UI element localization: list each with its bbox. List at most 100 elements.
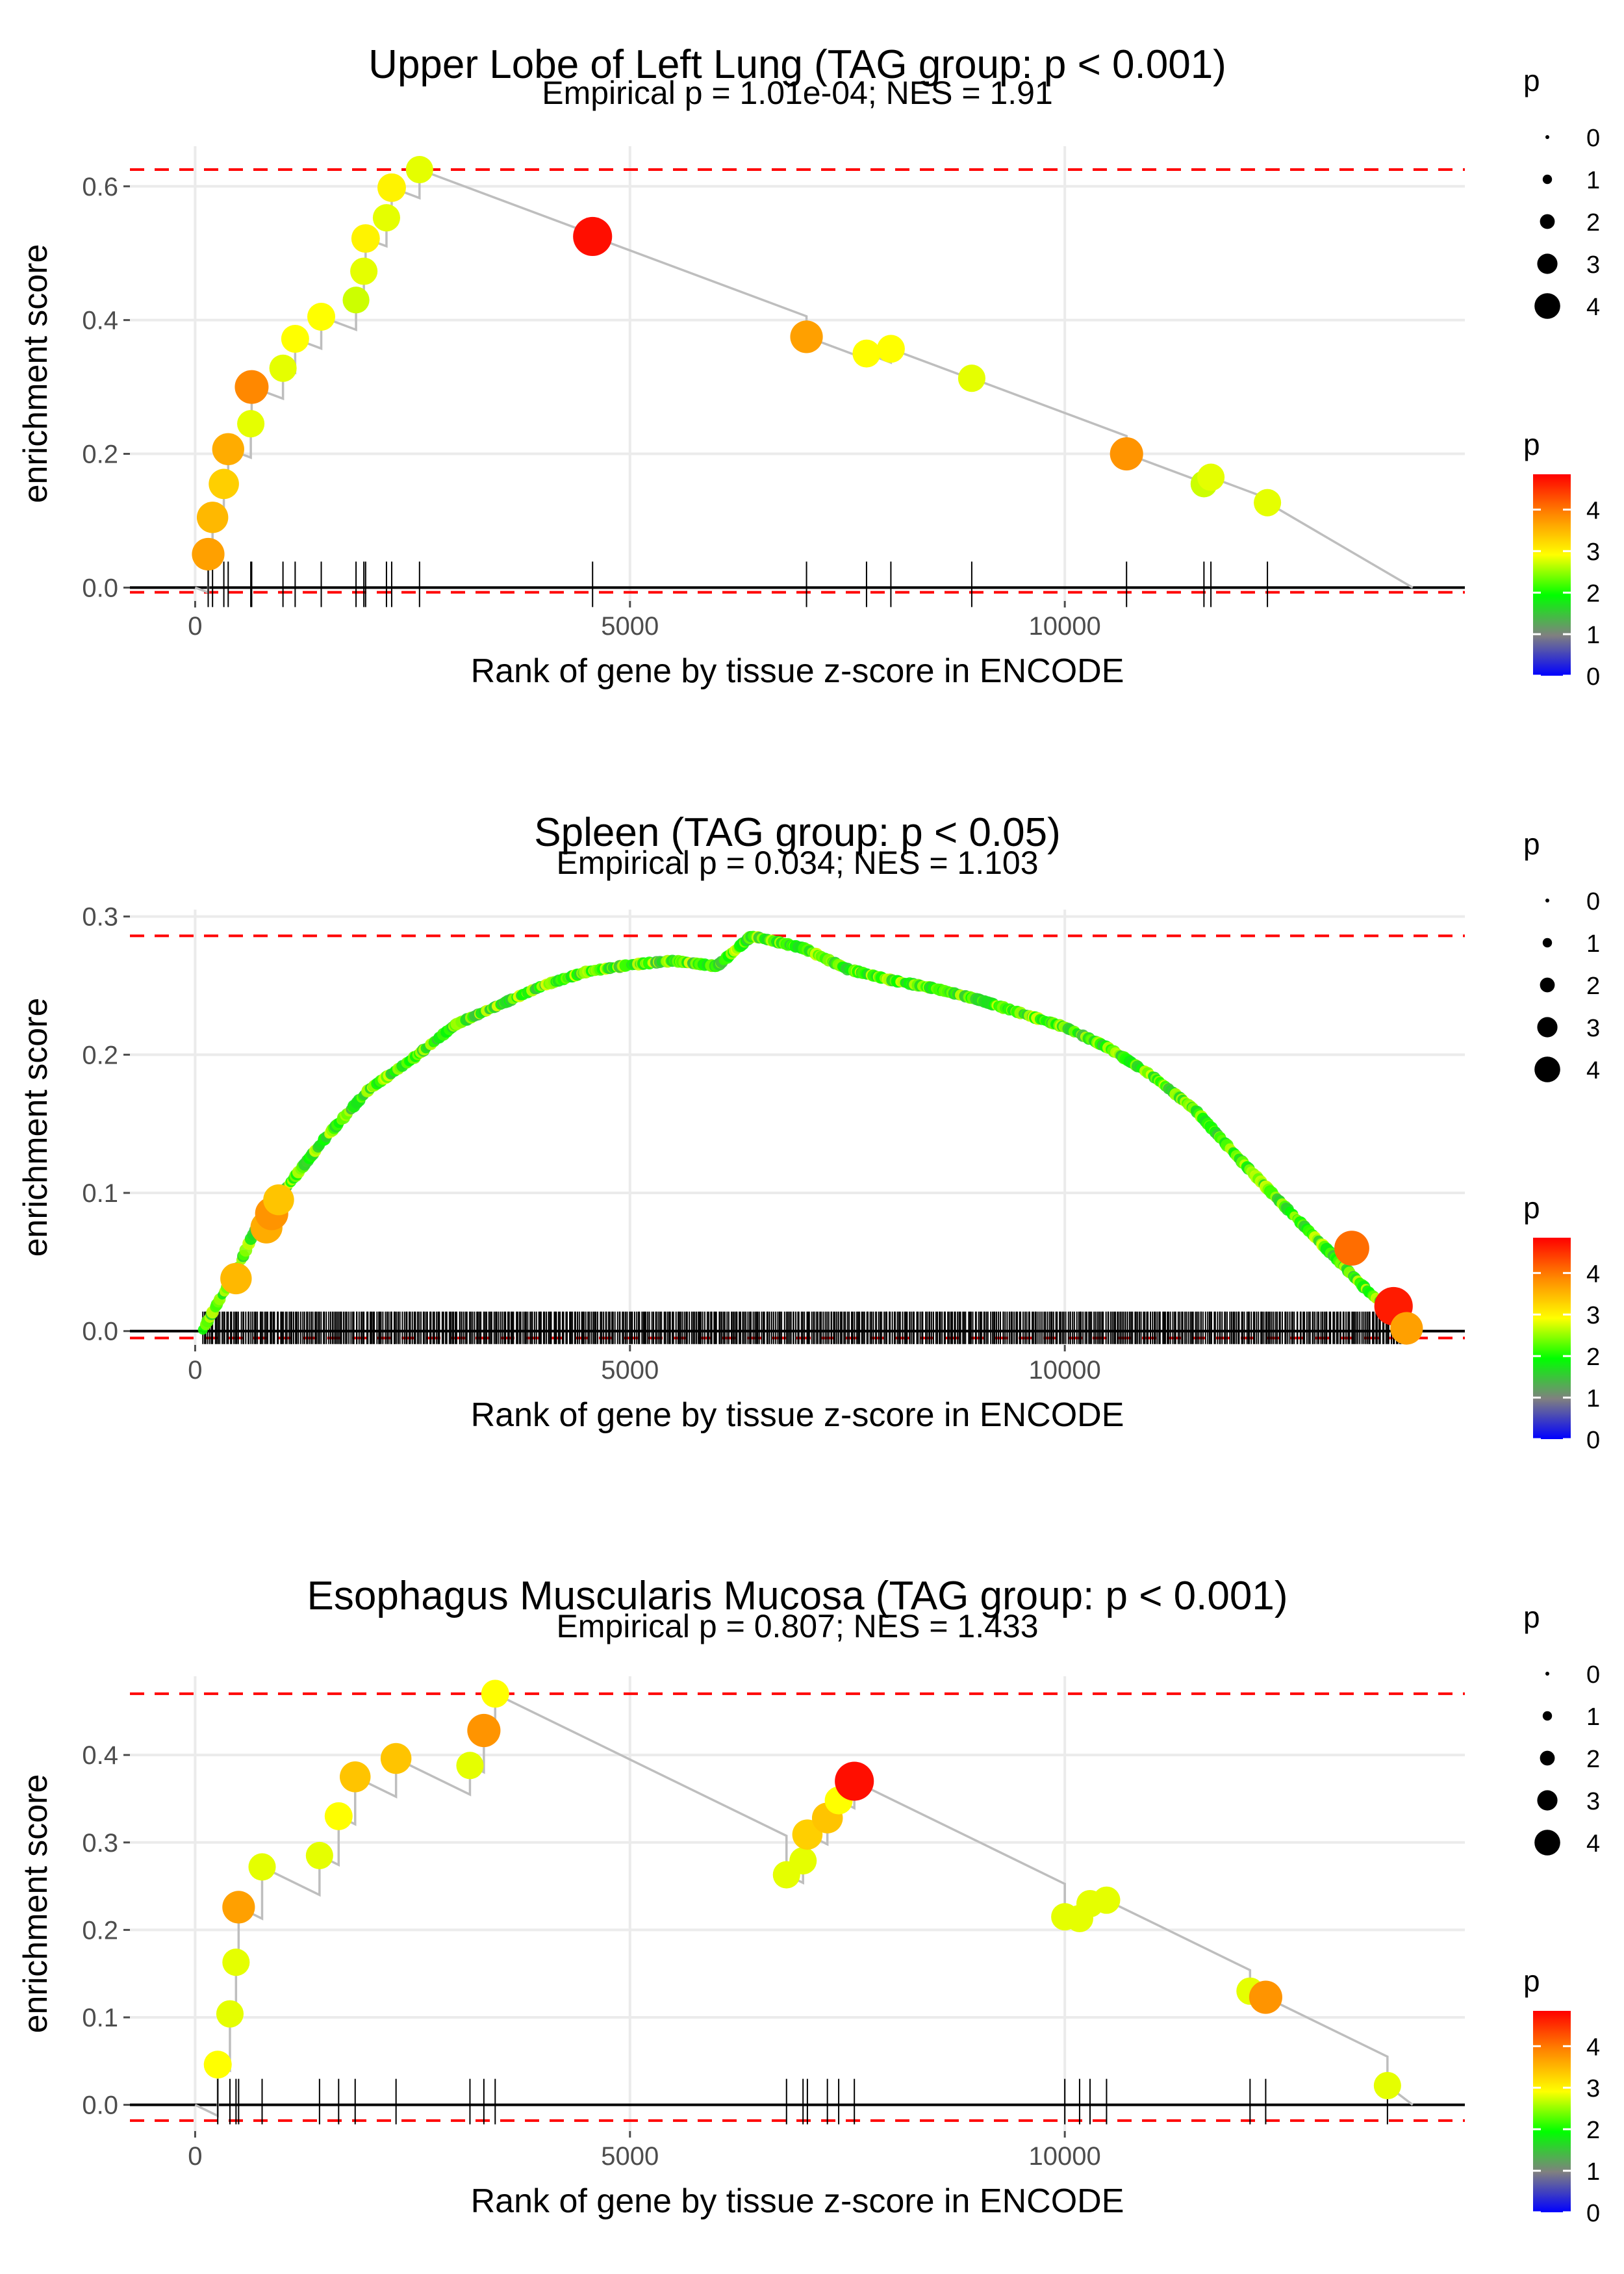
es-point <box>237 410 265 438</box>
es-point <box>203 2050 232 2079</box>
es-point <box>281 324 309 353</box>
es-point <box>456 1752 484 1780</box>
size-legend-label: 4 <box>1586 1830 1600 1858</box>
es-point <box>209 468 239 500</box>
es-point <box>269 354 297 382</box>
color-legend-label: 2 <box>1586 580 1600 607</box>
color-legend-bar <box>1533 1238 1571 1439</box>
color-legend-label: 4 <box>1586 1260 1600 1288</box>
color-legend-label: 0 <box>1586 663 1600 691</box>
size-legend-label: 3 <box>1586 251 1600 279</box>
color-legend-label: 2 <box>1586 2117 1600 2144</box>
chart-subtitle: Empirical p = 1.01e-04; NES = 1.91 <box>542 75 1053 111</box>
x-tick-label: 10000 <box>1029 612 1101 641</box>
size-legend-label: 1 <box>1586 930 1600 958</box>
y-tick-label: 0.3 <box>82 1829 118 1858</box>
size-legend-label: 2 <box>1586 1746 1600 1773</box>
x-axis-title: Rank of gene by tissue z-score in ENCODE <box>471 652 1124 690</box>
es-point <box>1093 1886 1121 1914</box>
size-legend-label: 0 <box>1586 125 1600 152</box>
y-tick-label: 0.2 <box>82 1041 118 1069</box>
x-tick-label: 5000 <box>601 1356 659 1385</box>
size-legend-key <box>1540 214 1555 229</box>
y-tick-label: 0.0 <box>82 2091 118 2120</box>
es-point <box>351 224 380 253</box>
chart-panel-1: Upper Lobe of Left Lung (TAG group: p < … <box>17 42 1600 691</box>
es-point <box>235 370 269 404</box>
size-legend-key <box>1542 174 1553 185</box>
color-legend-label: 3 <box>1586 1302 1600 1329</box>
size-legend-key <box>1537 1790 1558 1811</box>
color-legend-label: 1 <box>1586 2158 1600 2186</box>
es-point <box>305 1841 333 1870</box>
color-legend-label: 0 <box>1586 2200 1600 2227</box>
es-point <box>324 1802 353 1830</box>
es-point <box>196 502 229 533</box>
x-tick-label: 5000 <box>601 612 659 641</box>
color-legend-label: 1 <box>1586 1385 1600 1412</box>
es-point <box>248 1853 276 1881</box>
y-tick-label: 0.2 <box>82 441 118 469</box>
es-curve <box>194 1692 1414 2118</box>
size-legend-label: 4 <box>1586 1057 1600 1084</box>
es-point <box>222 1891 255 1924</box>
y-tick-label: 0.4 <box>82 307 118 335</box>
es-point <box>339 1761 371 1793</box>
size-legend-key <box>1542 1711 1553 1721</box>
size-legend-label: 2 <box>1586 973 1600 1000</box>
x-axis-title: Rank of gene by tissue z-score in ENCODE <box>471 1396 1124 1434</box>
chart-panel-2: Spleen (TAG group: p < 0.05)Empirical p … <box>17 810 1600 1454</box>
x-tick-label: 10000 <box>1029 1356 1101 1385</box>
es-point <box>1249 1980 1282 2014</box>
y-tick-label: 0.0 <box>82 1318 118 1346</box>
x-tick-label: 0 <box>188 2142 202 2171</box>
color-legend-bar <box>1533 474 1571 676</box>
es-point <box>852 339 881 368</box>
x-tick-label: 0 <box>188 612 202 641</box>
y-tick-label: 0.1 <box>82 2004 118 2032</box>
size-legend-label: 0 <box>1586 1661 1600 1689</box>
size-legend-key <box>1534 1830 1560 1856</box>
es-point <box>1373 2071 1401 2100</box>
es-point <box>1334 1231 1369 1266</box>
es-point <box>405 155 433 184</box>
size-legend-label: 2 <box>1586 209 1600 236</box>
es-curve <box>201 933 1405 1331</box>
size-legend-label: 0 <box>1586 888 1600 915</box>
color-legend-label: 1 <box>1586 622 1600 649</box>
y-tick-label: 0.0 <box>82 574 118 602</box>
size-legend-key <box>1537 1017 1558 1038</box>
x-axis-title: Rank of gene by tissue z-score in ENCODE <box>471 2182 1124 2220</box>
x-tick-label: 0 <box>188 1356 202 1385</box>
size-legend-label: 4 <box>1586 294 1600 321</box>
y-axis-title: enrichment score <box>17 1774 55 2034</box>
es-point <box>835 1761 874 1801</box>
es-point <box>372 204 400 232</box>
x-tick-label: 5000 <box>601 2142 659 2171</box>
es-point <box>263 1184 294 1216</box>
es-point <box>350 257 378 285</box>
es-point <box>216 2000 244 2028</box>
y-tick-label: 0.1 <box>82 1179 118 1208</box>
color-legend-label: 4 <box>1586 2034 1600 2061</box>
chart-panel-3: Esophagus Muscularis Mucosa (TAG group: … <box>17 1574 1600 2227</box>
es-point <box>212 433 244 465</box>
color-legend-label: 0 <box>1586 1427 1600 1454</box>
size-legend-key <box>1542 938 1553 948</box>
y-axis-title: enrichment score <box>17 998 55 1257</box>
es-point <box>380 1743 412 1774</box>
es-point <box>377 173 406 202</box>
x-tick-label: 10000 <box>1029 2142 1101 2171</box>
chart-subtitle: Empirical p = 0.807; NES = 1.433 <box>556 1608 1038 1644</box>
chart-title: Esophagus Muscularis Mucosa (TAG group: … <box>307 1574 1288 1618</box>
es-point <box>342 287 370 314</box>
color-legend-title: p <box>1523 1964 1540 1998</box>
color-legend-label: 3 <box>1586 539 1600 566</box>
size-legend-title: p <box>1523 1600 1540 1634</box>
chart-title: Spleen (TAG group: p < 0.05) <box>534 810 1060 855</box>
color-legend-title: p <box>1523 1191 1540 1225</box>
size-legend-label: 1 <box>1586 167 1600 194</box>
color-legend-label: 4 <box>1586 497 1600 524</box>
size-legend-key <box>1545 1672 1549 1676</box>
